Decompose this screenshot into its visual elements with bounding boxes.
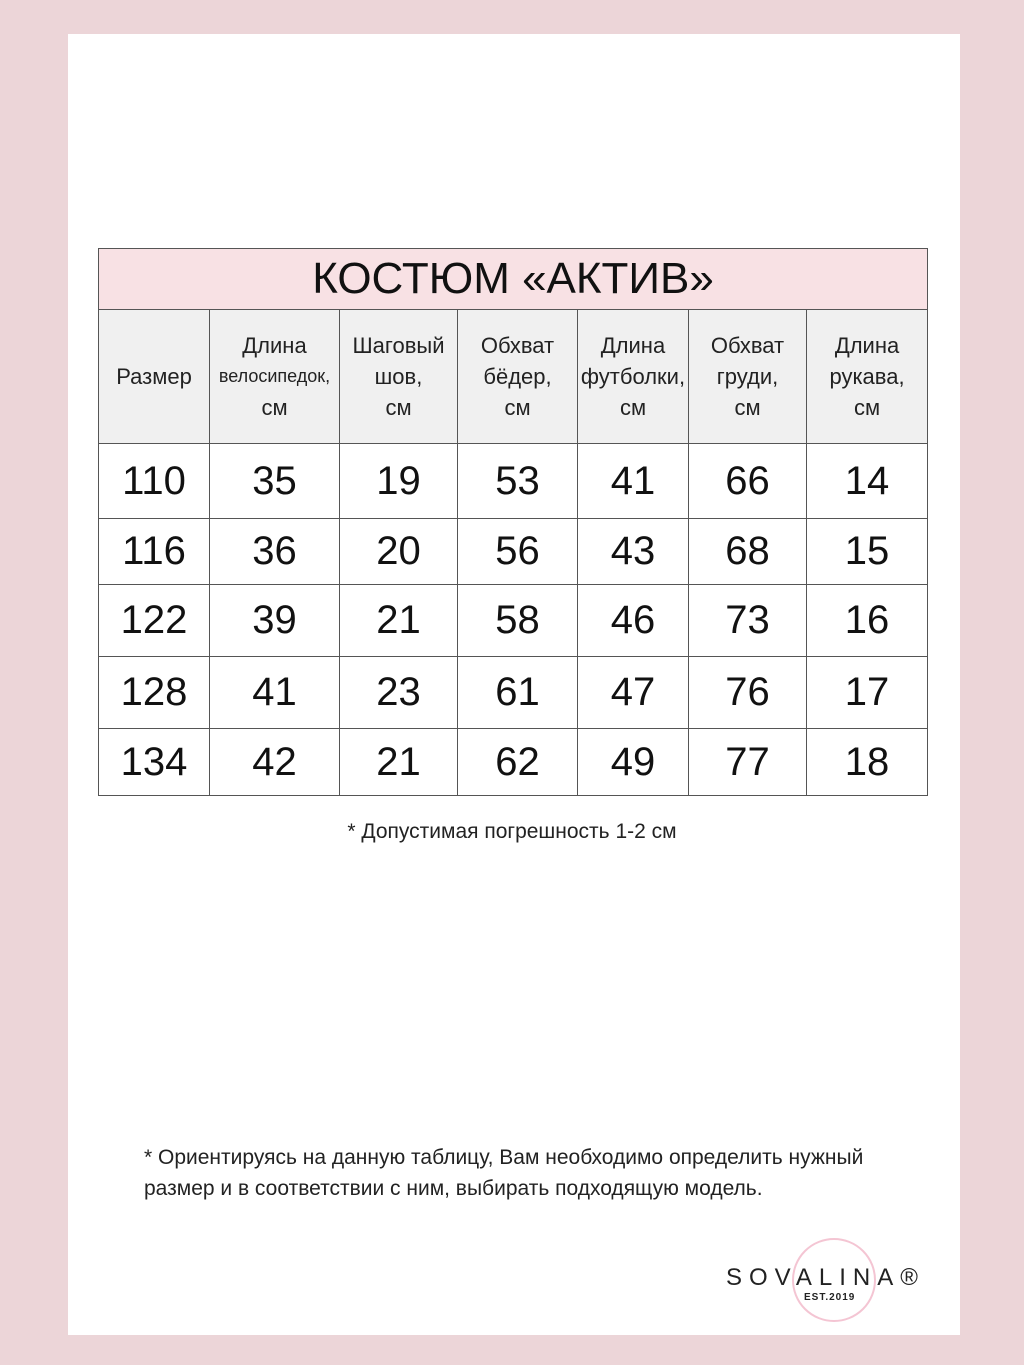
- table-cell: 21: [339, 584, 458, 657]
- column-header: Размер: [98, 309, 210, 444]
- table-cell: 18: [805, 728, 929, 796]
- column-header-line: см: [734, 395, 761, 420]
- tolerance-note: * Допустимая погрешность 1-2 см: [347, 820, 677, 843]
- table-cell: 53: [457, 443, 578, 519]
- column-header: Обхват груди, см: [688, 309, 807, 444]
- sovalina-logo: SOVALINA® EST.2019: [722, 1236, 947, 1326]
- column-header-line: Длина: [242, 333, 307, 358]
- column-header-line: шов,: [374, 364, 423, 389]
- table-row: 128 41 23 61 47 76 17: [98, 656, 929, 729]
- table-cell: 134: [98, 728, 210, 796]
- table-cell: 61: [457, 656, 578, 729]
- table-cell: 128: [98, 656, 210, 729]
- column-header-line: Длина: [600, 333, 666, 358]
- table-cell: 66: [688, 443, 807, 519]
- logo-ring-icon: [792, 1238, 876, 1322]
- column-header-line: см: [385, 395, 412, 420]
- table-cell: 122: [98, 584, 210, 657]
- column-header-line: Длина: [834, 333, 900, 358]
- table-cell: 49: [577, 728, 689, 796]
- column-header: Длина рукава, см: [805, 309, 929, 444]
- column-header: Шаговый шов, см: [339, 309, 458, 444]
- logo-brand: SOVALINA®: [726, 1264, 925, 1291]
- table-cell: 58: [457, 584, 578, 657]
- table-row: 116 36 20 56 43 68 15: [98, 518, 929, 585]
- table-cell: 47: [577, 656, 689, 729]
- column-header-line: велосипедок,: [218, 366, 331, 386]
- table-cell: 41: [577, 443, 689, 519]
- table-cell: 21: [339, 728, 458, 796]
- column-header-line: см: [619, 395, 647, 420]
- table-cell: 77: [688, 728, 807, 796]
- table-cell: 15: [805, 518, 929, 585]
- column-header-line: Размер: [116, 364, 192, 389]
- table-cell: 23: [339, 656, 458, 729]
- table-cell: 43: [577, 518, 689, 585]
- table-cell: 62: [457, 728, 578, 796]
- table-row: 134 42 21 62 49 77 18: [98, 728, 929, 796]
- size-table: КОСТЮМ «АКТИВ» Размер Длина велосипедок, см…: [97, 248, 929, 796]
- column-header-line: Шаговый: [352, 333, 445, 358]
- table-cell: 42: [209, 728, 340, 796]
- column-header: Длина велосипедок, см: [209, 309, 340, 444]
- column-header-line: см: [504, 395, 531, 420]
- column-header-line: Обхват: [710, 333, 785, 358]
- table-cell: 76: [688, 656, 807, 729]
- table-cell: 41: [209, 656, 340, 729]
- column-header-line: см: [853, 395, 881, 420]
- table-cell: 36: [209, 518, 340, 585]
- table-cell: 17: [805, 656, 929, 729]
- column-header-line: рукава,: [829, 364, 905, 389]
- table-cell: 16: [805, 584, 929, 657]
- table-cell: 39: [209, 584, 340, 657]
- table-cell: 20: [339, 518, 458, 585]
- table-cell: 56: [457, 518, 578, 585]
- table-cell: 110: [98, 443, 210, 519]
- table-cell: 14: [805, 443, 929, 519]
- header-row: Размер Длина велосипедок, см Шаговый шов, см Об…: [98, 309, 929, 444]
- table-row: 122 39 21 58 46 73 16: [98, 584, 929, 657]
- column-header-line: футболки,: [580, 364, 686, 389]
- table-row: 110 35 19 53 41 66 14: [98, 443, 929, 519]
- column-header-line: груди,: [716, 364, 779, 389]
- table-cell: 35: [209, 443, 340, 519]
- table-title: КОСТЮМ «АКТИВ»: [97, 248, 929, 310]
- logo-est: EST.2019: [804, 1292, 856, 1303]
- column-header-line: Обхват: [480, 333, 555, 358]
- column-header: Обхват бёдер, см: [457, 309, 578, 444]
- table-cell: 46: [577, 584, 689, 657]
- column-header-line: бёдер,: [483, 364, 552, 389]
- column-header-line: см: [261, 395, 288, 420]
- table-cell: 68: [688, 518, 807, 585]
- column-header: Длина футболки, см: [577, 309, 689, 444]
- table-cell: 73: [688, 584, 807, 657]
- guidance-note: * Ориентируясь на данную таблицу, Вам не…: [144, 1146, 864, 1200]
- table-cell: 19: [339, 443, 458, 519]
- table-cell: 116: [98, 518, 210, 585]
